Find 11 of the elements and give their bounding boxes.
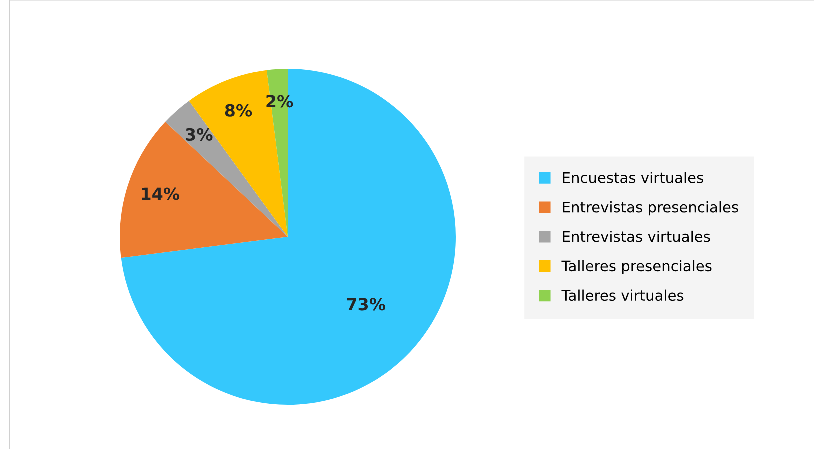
data-label: 8%: [225, 104, 252, 117]
data-label: 14%: [142, 188, 180, 200]
pie-slice: [121, 69, 456, 405]
legend-label: Encuestas virtuales: [563, 172, 704, 184]
data-label: 3%: [186, 128, 213, 142]
legend-label: Entrevistas presenciales: [563, 202, 738, 216]
legend-label: Talleres presenciales: [562, 260, 712, 274]
data-label: 73%: [347, 298, 386, 311]
legend-label: Talleres virtuales: [562, 290, 684, 302]
pie-slice: [120, 122, 288, 258]
legend-label: Entrevistas virtuales: [563, 230, 710, 242]
